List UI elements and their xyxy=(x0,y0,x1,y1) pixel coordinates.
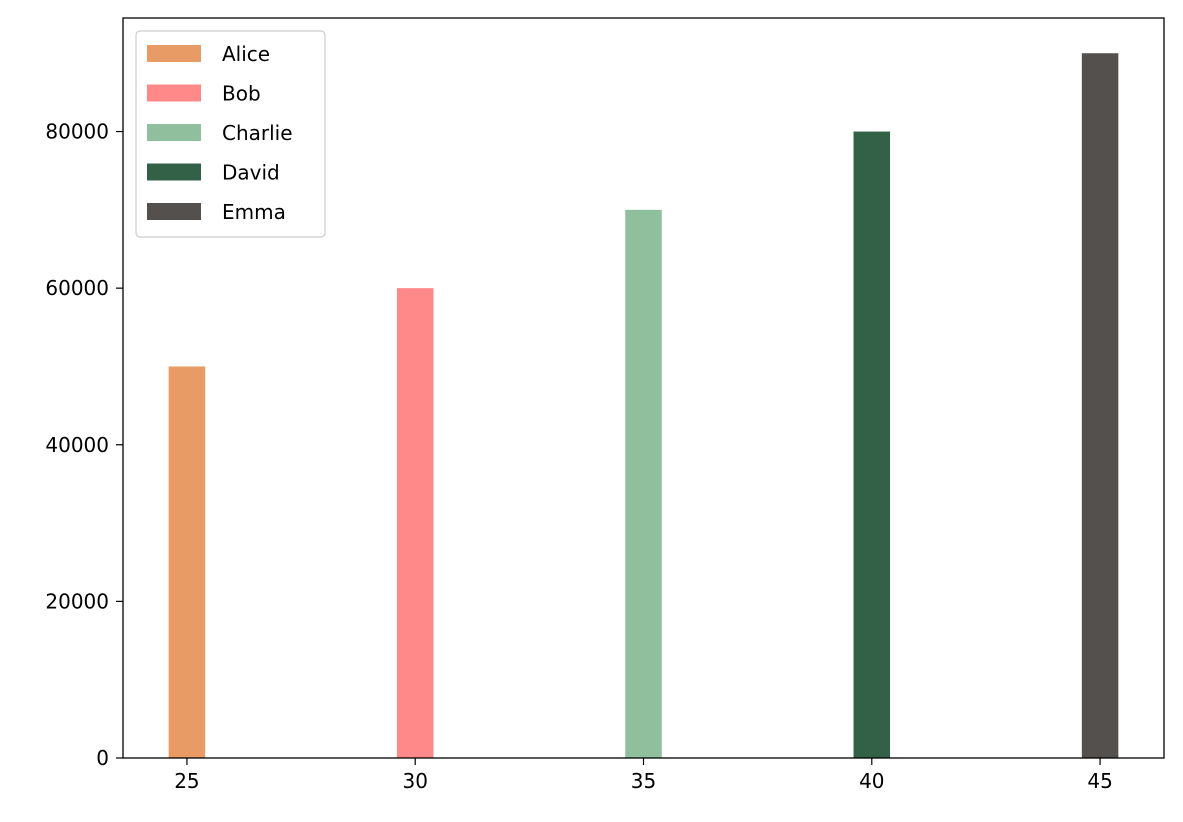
legend: Alice Bob Charlie David Emma xyxy=(135,30,326,238)
bar-emma xyxy=(1081,53,1119,758)
y-tick-label: 0 xyxy=(96,746,109,770)
x-tick-label: 45 xyxy=(1087,769,1112,793)
x-tick-label: 40 xyxy=(859,769,884,793)
legend-swatch-david xyxy=(147,163,201,181)
legend-label-alice: Alice xyxy=(222,42,270,66)
legend-swatch-alice xyxy=(147,45,201,62)
legend-box xyxy=(135,30,326,238)
legend-swatch-charlie xyxy=(147,124,201,141)
bar-charlie xyxy=(625,209,662,758)
y-tick-label: 80000 xyxy=(45,120,109,144)
bars-group xyxy=(168,53,1119,758)
x-tick-label: 25 xyxy=(174,769,199,793)
y-tick-label: 20000 xyxy=(45,589,109,613)
x-tick-label: 35 xyxy=(631,769,656,793)
legend-swatch-bob xyxy=(147,84,201,102)
legend-label-david: David xyxy=(222,161,280,185)
y-tick-label: 60000 xyxy=(45,276,109,300)
x-tick-label: 30 xyxy=(402,769,427,793)
legend-label-charlie: Charlie xyxy=(222,121,293,145)
legend-label-emma: Emma xyxy=(222,200,286,224)
legend-label-bob: Bob xyxy=(222,82,261,106)
bar-bob xyxy=(396,288,434,758)
bar-alice xyxy=(168,366,206,758)
y-tick-label: 40000 xyxy=(45,433,109,457)
y-axis: 0 20000 40000 60000 80000 xyxy=(45,120,123,770)
x-axis: 25 30 35 40 45 xyxy=(174,758,1113,793)
bar-david xyxy=(853,131,891,758)
legend-swatch-emma xyxy=(147,203,201,220)
